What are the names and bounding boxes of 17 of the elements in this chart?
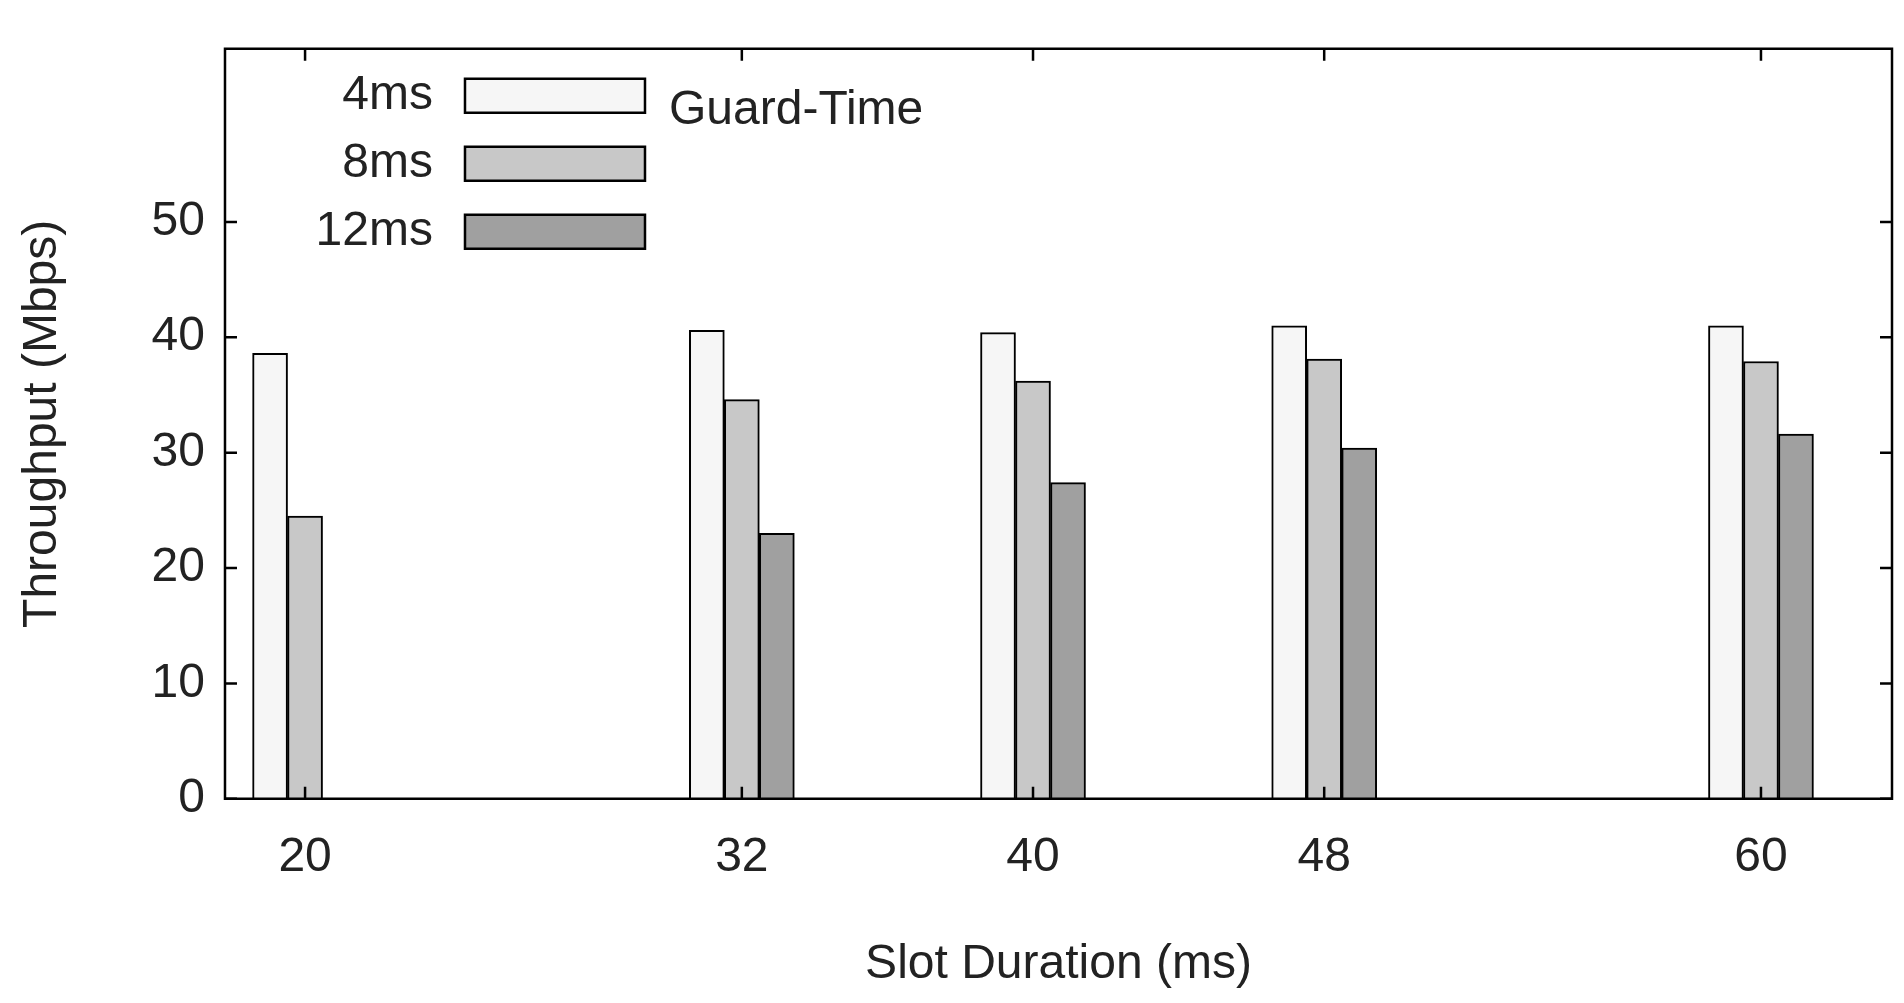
x-tick-label: 60 [1734, 827, 1788, 881]
legend-title: Guard-Time [668, 81, 924, 135]
y-tick-label: 20 [151, 538, 205, 592]
y-tick-label: 30 [151, 422, 205, 476]
y-tick-label: 10 [151, 653, 205, 707]
legend-label: 12ms [315, 202, 433, 256]
x-tick-label: 40 [1006, 827, 1060, 881]
y-axis-title: Throughput (Mbps) [13, 219, 67, 628]
legend-label: 4ms [342, 66, 433, 120]
y-tick-label: 0 [178, 769, 205, 823]
x-axis-title: Slot Duration (ms) [865, 935, 1252, 989]
y-tick-label: 40 [151, 307, 205, 361]
y-tick-label: 50 [151, 192, 205, 246]
legend-label: 8ms [342, 134, 433, 188]
x-tick-label: 48 [1297, 827, 1351, 881]
x-tick-label: 20 [278, 827, 332, 881]
x-tick-label: 32 [715, 827, 769, 881]
